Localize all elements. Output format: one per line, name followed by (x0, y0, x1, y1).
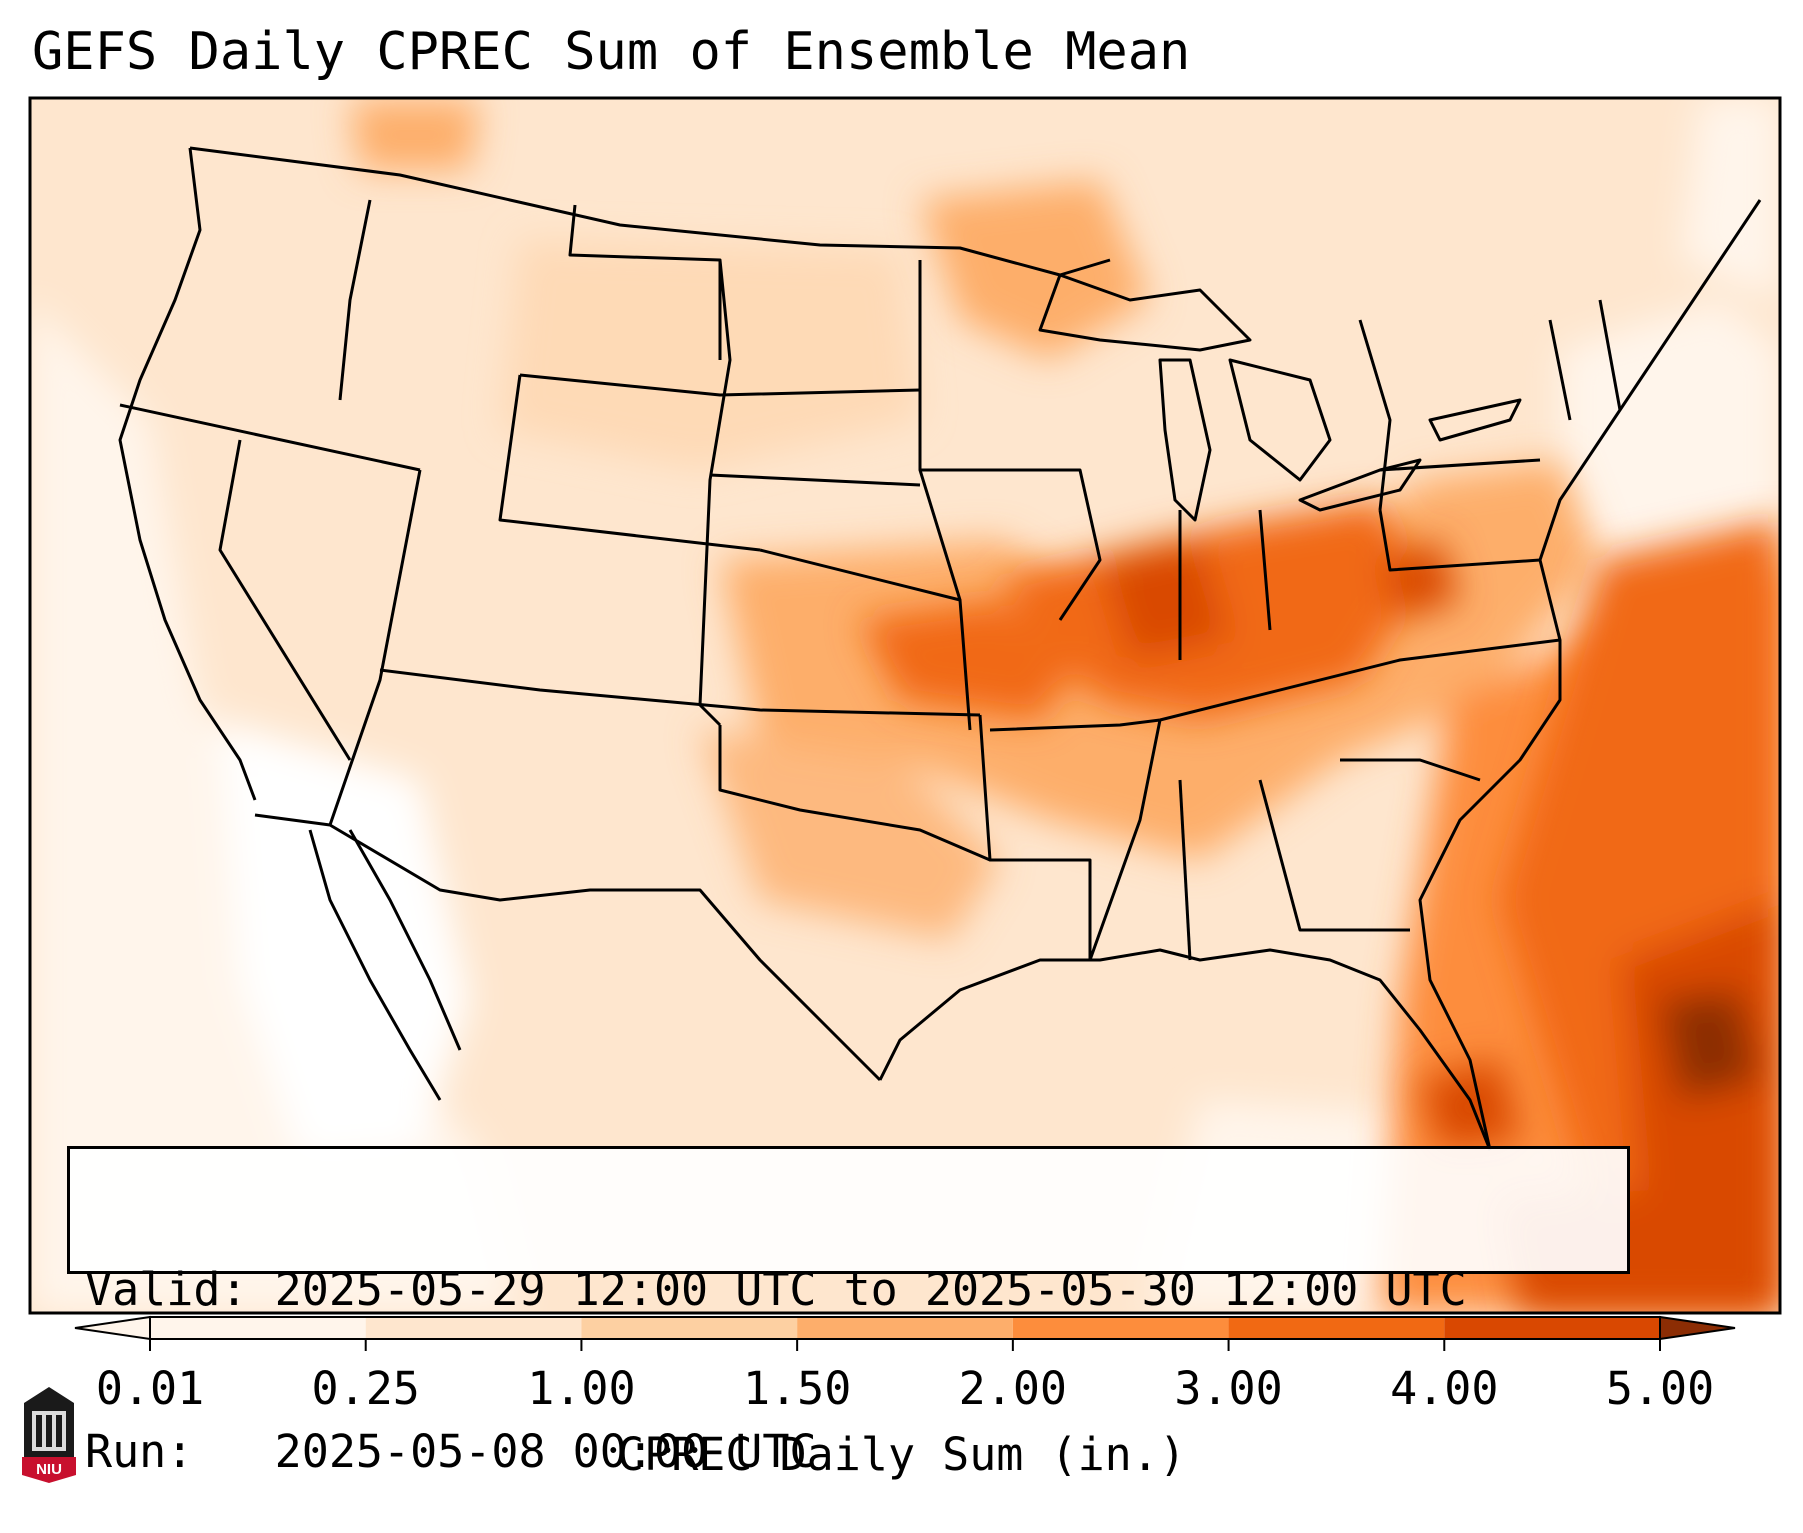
west-coastline (118, 147, 257, 801)
colorbar-border (149, 1316, 1661, 1340)
lake-ontario (1428, 398, 1522, 442)
colorbar-segment (1012, 1317, 1229, 1339)
colorbar-tick-label: 0.25 (311, 1362, 420, 1415)
valid-line: Valid: 2025-05-29 12:00 UTC to 2025-05-3… (85, 1263, 1612, 1317)
run-value: 2025-05-08 00:00 UTC (274, 1425, 817, 1478)
precip-baja-min (220, 720, 470, 1160)
colorbar-tick-label: 1.00 (527, 1362, 636, 1415)
info-box: Valid: 2025-05-29 12:00 UTC to 2025-05-3… (67, 1146, 1630, 1478)
lake-michigan (1158, 358, 1212, 522)
map-frame (28, 96, 1782, 1315)
colorbar-segment (797, 1317, 1013, 1339)
colorbar-tick-label: 4.00 (1390, 1362, 1499, 1415)
state-borders (118, 146, 1762, 1151)
lake-huron (1228, 358, 1332, 482)
logo-text: NIU (36, 1461, 62, 1478)
colorbar-tick-label: 2.00 (958, 1362, 1068, 1415)
precip-illinois-core (1100, 540, 1230, 660)
precip-wv-core (1380, 540, 1460, 620)
colorbar-segment (150, 1317, 366, 1339)
niu-logo: NIU (22, 1387, 76, 1483)
precip-mn-moderate (920, 180, 1150, 360)
colorbar (74, 1315, 1736, 1351)
valid-value: 2025-05-29 12:00 UTC to 2025-05-30 12:00… (274, 1263, 1467, 1316)
precip-plains-light (500, 240, 920, 470)
colorbar-extend-max (1659, 1315, 1736, 1341)
colorbar-tick-label: 1.50 (742, 1362, 852, 1415)
colorbar-segment (1444, 1317, 1660, 1339)
colorbar-tick-label: 3.00 (1174, 1362, 1283, 1415)
colorbar-segment (581, 1317, 798, 1339)
precip-florida-core (1420, 1060, 1520, 1150)
precip-field (30, 98, 1780, 1313)
precipitation-map (28, 96, 1782, 1351)
lake-superior (1038, 273, 1252, 352)
colorbar-label: CPREC Daily Sum (in.) (617, 1428, 1186, 1481)
precip-nw-moderate (350, 100, 480, 170)
run-line: Run: 2025-05-08 00:00 UTC (85, 1425, 1612, 1479)
precip-ne-low (1680, 98, 1780, 300)
precip-kansas-heavy (860, 600, 1080, 720)
lake-erie (1298, 458, 1422, 512)
page-title: GEFS Daily CPREC Sum of Ensemble Mean (32, 22, 1191, 82)
gulf-coastline (878, 948, 1492, 1151)
colorbar-tick-label: 5.00 (1605, 1362, 1715, 1415)
precip-bahamas-core (1660, 990, 1760, 1100)
precip-southplains-moderate (700, 730, 1000, 940)
colorbar-segment (1228, 1317, 1445, 1339)
baja-coast (308, 829, 442, 1101)
run-label: Run: (85, 1425, 194, 1478)
valid-label: Valid: (85, 1263, 248, 1316)
colorbar-segment (365, 1317, 582, 1339)
colorbar-tick-label: 0.01 (95, 1362, 205, 1415)
us-mexico-border (254, 813, 882, 1082)
